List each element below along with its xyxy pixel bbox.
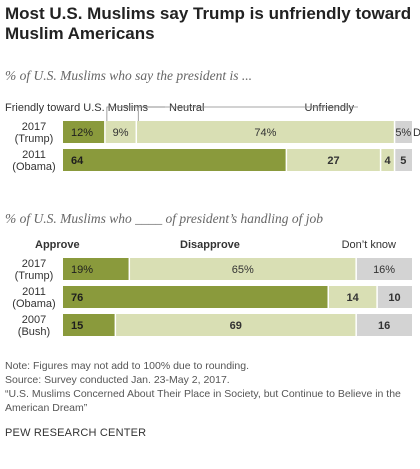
chart2-bar-0-2: [63, 314, 116, 336]
chart1-legend-label: Unfriendly: [304, 102, 354, 114]
chart2-subtitle: % of U.S. Muslims who ____ of president’…: [5, 211, 324, 226]
chart2-bar-2-1: [377, 286, 412, 308]
chart2-data-label: 16%: [373, 264, 395, 276]
chart2-category-label-year: 2007: [22, 314, 46, 326]
chart2-bar-0-0: [63, 258, 130, 280]
chart1-bar-0-0: [63, 121, 105, 143]
chart2-legend-label: Don’t know: [342, 239, 396, 251]
pew-logo-text: PEW RESEARCH CENTER: [5, 427, 147, 439]
chart1-legend-label: Neutral: [169, 102, 204, 114]
chart2-category-label-president: (Trump): [15, 270, 54, 282]
chart2-job-approval: 2017(Trump) 19% 65% 16% 2011(Obama) 76 14 10 200…: [12, 239, 412, 338]
chart2-bar-1-0: [129, 258, 357, 280]
chart1-legend-inline: DK: [413, 127, 420, 139]
chart1-bar-1-1: [286, 149, 381, 171]
chart1-data-label: 12%: [71, 127, 93, 139]
note-source: Source: Survey conducted Jan. 23-May 2, …: [5, 374, 230, 386]
chart2-legend-label: Approve: [35, 239, 80, 251]
chart1-subtitle: % of U.S. Muslims who say the president …: [5, 68, 252, 83]
chart1-data-label: 5%: [395, 127, 411, 139]
note-report-title: “U.S. Muslims Concerned About Their Plac…: [5, 388, 401, 414]
chart1-category-label-president: (Obama): [12, 161, 55, 173]
chart2-bar-2-2: [356, 314, 412, 336]
chart1-friendliness: 2017(Trump) 12% 9% 74% 5% 2011(Obama) 64 27 4 5 Fr…: [5, 102, 420, 173]
chart1-category-label-year: 2011: [22, 149, 46, 161]
chart1-category-label-president: (Trump): [15, 133, 54, 145]
chart1-legend-leader: [137, 106, 358, 121]
chart1-bar-2-0: [136, 121, 395, 143]
chart1-data-label: 64: [71, 155, 84, 167]
chart1-data-label: 27: [327, 155, 339, 167]
chart2-bar-1-1: [328, 286, 378, 308]
chart1-data-label: 9%: [113, 127, 129, 139]
chart2-bar-1-2: [115, 314, 357, 336]
chart2-data-label: 14: [347, 292, 360, 304]
chart1-bar-3-1: [394, 149, 412, 171]
notes: Note: Figures may not add to 100% due to…: [5, 359, 415, 415]
chart2-bar-2-0: [356, 258, 412, 280]
chart2-data-label: 19%: [71, 264, 93, 276]
chart2-data-label: 10: [388, 292, 400, 304]
chart1-data-label: 74%: [254, 127, 276, 139]
chart1-data-label: 4: [385, 155, 392, 167]
chart2-data-label: 76: [71, 292, 83, 304]
chart1-bar-1-0: [104, 121, 137, 143]
chart2-data-label: 16: [378, 320, 390, 332]
chart-title: Most U.S. Muslims say Trump is unfriendl…: [5, 4, 412, 43]
chart1-legend-label: Friendly toward U.S. Muslims: [5, 102, 149, 114]
chart2-data-label: 69: [230, 320, 242, 332]
chart1-bar-2-1: [380, 149, 395, 171]
chart2-category-label-president: (Obama): [12, 298, 55, 310]
chart2-legend-label: Disapprove: [180, 239, 240, 251]
note-rounding: Note: Figures may not add to 100% due to…: [5, 360, 249, 372]
chart2-category-label-year: 2011: [22, 286, 46, 298]
chart2-bar-0-1: [63, 286, 329, 308]
chart2-data-label: 15: [71, 320, 83, 332]
chart2-category-label-year: 2017: [22, 258, 46, 270]
chart1-category-label-year: 2017: [22, 121, 46, 133]
chart2-category-label-president: (Bush): [18, 326, 50, 338]
chart1-bar-0-1: [63, 149, 287, 171]
chart2-data-label: 65%: [232, 264, 254, 276]
chart1-data-label: 5: [400, 155, 406, 167]
chart1-bar-3-0: [394, 121, 412, 143]
